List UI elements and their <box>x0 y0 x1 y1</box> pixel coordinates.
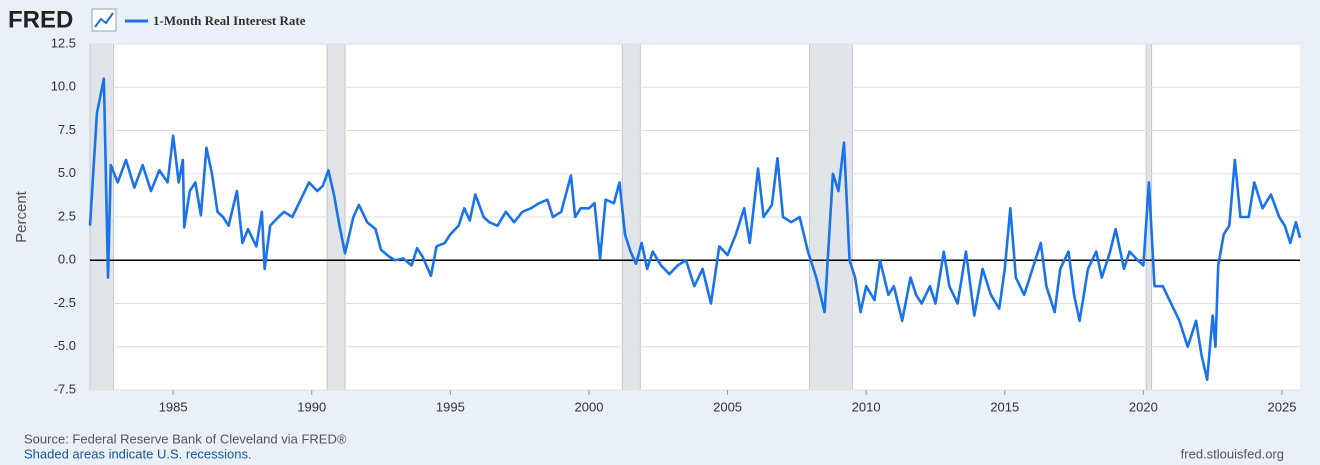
y-tick-label: 7.5 <box>58 122 76 137</box>
x-tick-label: 2020 <box>1129 399 1158 414</box>
x-tick-label: 1990 <box>297 399 326 414</box>
x-tick-label: 1995 <box>436 399 465 414</box>
site-url: fred.stlouisfed.org <box>1181 446 1284 461</box>
legend-label: 1-Month Real Interest Rate <box>153 13 306 28</box>
y-tick-label: 0.0 <box>58 252 76 267</box>
source-note: Source: Federal Reserve Bank of Clevelan… <box>24 431 347 446</box>
x-tick-label: 2015 <box>990 399 1019 414</box>
data-line <box>88 77 1302 381</box>
x-tick-label: 2025 <box>1268 399 1297 414</box>
y-tick-label: 5.0 <box>58 165 76 180</box>
y-tick-label: 2.5 <box>58 208 76 223</box>
brand-logo: FRED <box>8 6 73 33</box>
x-tick-label: 2005 <box>713 399 742 414</box>
logo-icon <box>91 8 117 32</box>
x-tick-label: 1985 <box>159 399 188 414</box>
y-tick-label: -5.0 <box>54 338 76 353</box>
y-tick-label: 12.5 <box>51 35 76 50</box>
recession-note: Shaded areas indicate U.S. recessions. <box>24 446 252 461</box>
x-tick-label: 2000 <box>575 399 604 414</box>
x-tick-label: 2010 <box>852 399 881 414</box>
y-tick-label: 10.0 <box>51 79 76 94</box>
y-axis-label: Percent <box>13 190 30 243</box>
y-tick-label: -2.5 <box>54 295 76 310</box>
y-tick-label: -7.5 <box>54 381 76 396</box>
